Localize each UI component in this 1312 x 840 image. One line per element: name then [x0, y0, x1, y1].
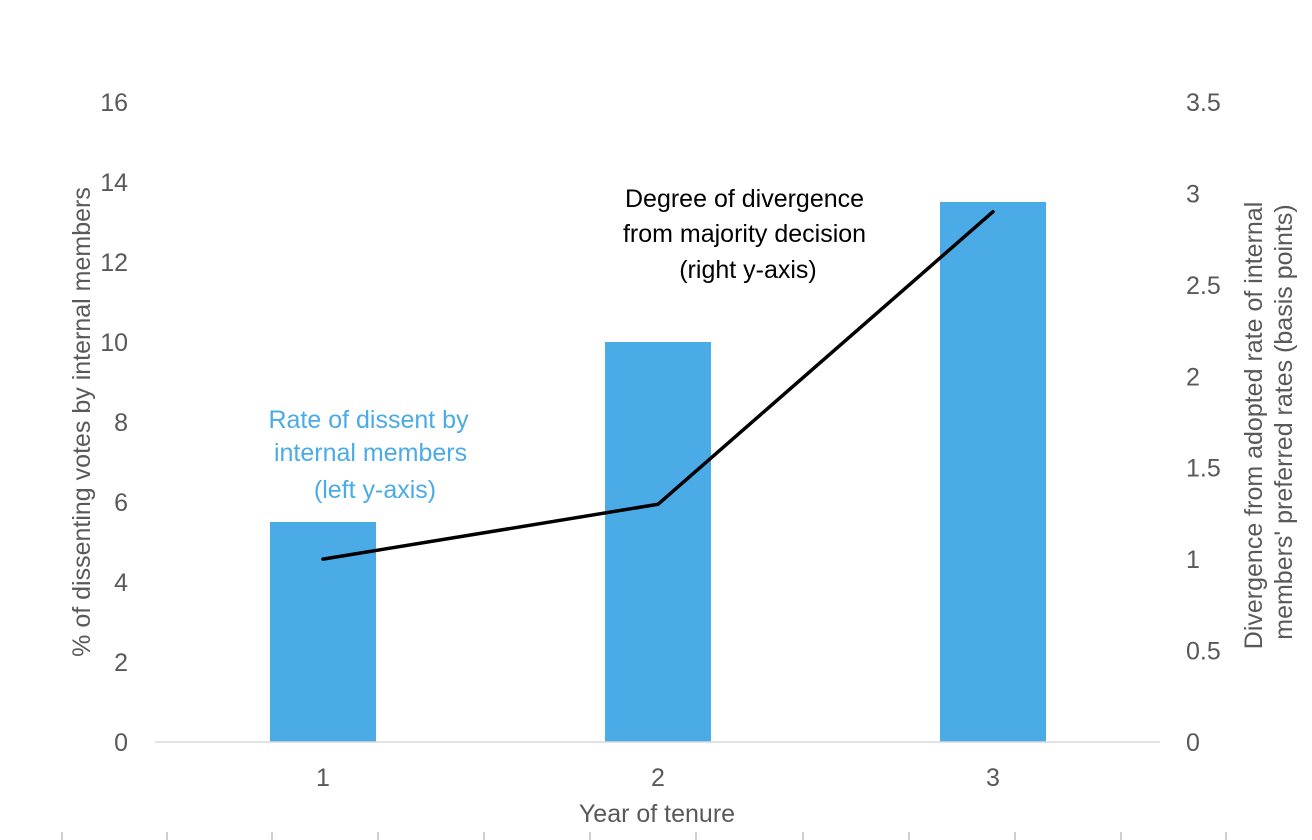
bar-year-3	[940, 202, 1046, 742]
x-tick-label: 1	[316, 764, 330, 792]
left-y-tick-label: 4	[114, 569, 128, 597]
left-y-tick-label: 0	[114, 729, 128, 757]
line-series	[321, 209, 995, 561]
right-y-tick-label: 1.5	[1186, 455, 1221, 483]
bar-annotation: Rate of dissent by internal members (lef…	[268, 406, 475, 504]
left-y-tick-label: 10	[100, 329, 128, 357]
line-annotation-line-3: (right y-axis)	[679, 256, 817, 284]
left-y-tick-label: 16	[100, 89, 128, 117]
right-y-axis-ticks: 0 0.5 1 1.5 2 2.5 3 3.5	[1186, 89, 1221, 757]
left-y-axis-ticks: 0 2 4 6 8 10 12 14 16	[100, 89, 128, 757]
left-y-tick-label: 2	[114, 649, 128, 677]
bar-year-2	[605, 342, 711, 742]
divergence-line	[321, 209, 995, 561]
left-y-tick-label: 12	[100, 249, 128, 277]
right-y-tick-label: 1	[1186, 546, 1200, 574]
line-annotation-line-2: from majority decision	[623, 220, 866, 248]
bar-annotation-line-1: Rate of dissent by	[268, 406, 469, 434]
right-y-tick-label: 0	[1186, 729, 1200, 757]
line-annotation-line-1: Degree of divergence	[625, 185, 864, 213]
line-annotation: Degree of divergence from majority decis…	[623, 185, 873, 284]
right-y-tick-label: 2	[1186, 363, 1200, 391]
right-y-axis-title-line-2: members' preferred rates (basis points)	[1270, 204, 1298, 640]
bottom-tick-marks	[61, 832, 1227, 840]
bar-annotation-line-3: (left y-axis)	[314, 476, 436, 504]
right-y-tick-label: 3	[1186, 180, 1200, 208]
bar-annotation-line-2: internal members	[274, 439, 467, 467]
left-y-tick-label: 6	[114, 489, 128, 517]
bar-series	[270, 202, 1046, 742]
bar-year-1	[270, 522, 376, 742]
x-tick-label: 3	[986, 764, 1000, 792]
x-tick-label: 2	[651, 764, 665, 792]
x-axis-ticks: 1 2 3	[316, 764, 1000, 792]
x-axis-title: Year of tenure	[579, 800, 735, 828]
right-y-tick-label: 3.5	[1186, 89, 1221, 117]
right-y-axis-title-line-1: Divergence from adopted rate of internal	[1240, 202, 1268, 649]
right-y-axis-title: Divergence from adopted rate of internal…	[1240, 195, 1298, 649]
right-y-tick-label: 0.5	[1186, 638, 1221, 666]
right-y-tick-label: 2.5	[1186, 272, 1221, 300]
left-y-tick-label: 8	[114, 409, 128, 437]
left-y-axis-title: % of dissenting votes by internal member…	[68, 187, 96, 657]
left-y-tick-label: 14	[100, 169, 128, 197]
